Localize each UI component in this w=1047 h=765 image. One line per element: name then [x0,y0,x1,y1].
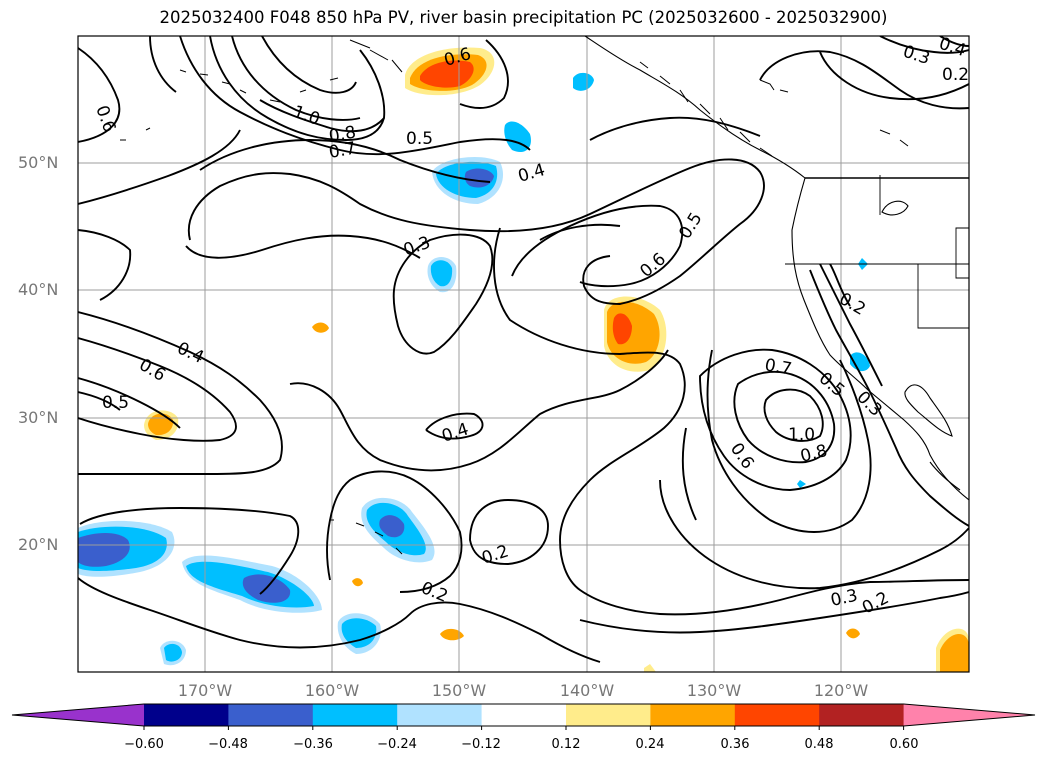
lon-label-170w: 170°W [177,681,233,700]
shade-positive [148,413,174,436]
shade-negative [850,352,870,372]
contour-label: 0.8 [327,123,357,147]
coastlines [584,36,969,501]
lon-label-140w: 140°W [559,681,615,700]
contour-label: 0.5 [406,129,433,149]
shade-positive [312,322,329,333]
shade-positive [352,578,363,587]
lat-label-50n: 50°N [18,153,59,172]
colorbar-tick: −0.24 [377,737,417,752]
map-border [77,35,970,673]
colorbar-tick: −0.12 [461,737,501,752]
shade-negative [464,168,494,188]
colorbar-tick: −0.36 [293,737,333,752]
colorbar-tick: −0.48 [208,737,248,752]
pv-contours [78,36,969,663]
shade-negative [504,121,531,153]
shade-negative [341,618,377,648]
lat-label-40n: 40°N [18,280,59,299]
contour-label: 1.0 [788,425,815,445]
shade-positive [846,628,860,639]
colorbar-tick: 0.60 [889,737,919,752]
lon-label-130w: 130°W [686,681,742,700]
precip-shading [78,47,969,672]
shade-positive [612,313,632,345]
shade-negative [573,72,594,91]
colorbar-tick: 0.12 [551,737,581,752]
colorbar-tick: 0.36 [720,737,750,752]
lon-label-120w: 120°W [813,681,869,700]
shade-negative [797,480,806,488]
colorbar-tick: −0.60 [124,737,164,752]
contour-label: 0.7 [763,355,793,379]
shade-positive [440,628,464,641]
lat-label-30n: 30°N [18,408,59,427]
contour-label: 0.7 [327,139,357,163]
lon-label-150w: 150°W [431,681,487,700]
shade-positive [644,664,656,672]
lat-label-20n: 20°N [18,535,59,554]
contour-label: 0.5 [102,393,129,413]
contour-label: 0.2 [942,65,969,85]
colorbar-tick: 0.48 [804,737,834,752]
map-title: 2025032400 F048 850 hPa PV, river basin … [159,8,888,27]
shade-negative [164,643,182,662]
shade-negative [78,533,130,567]
shade-negative [430,260,453,287]
colorbar-tick: 0.24 [635,737,665,752]
shade-positive [420,60,474,88]
shade-negative [379,515,405,538]
lon-label-160w: 160°W [304,681,360,700]
shade-positive [940,633,969,672]
